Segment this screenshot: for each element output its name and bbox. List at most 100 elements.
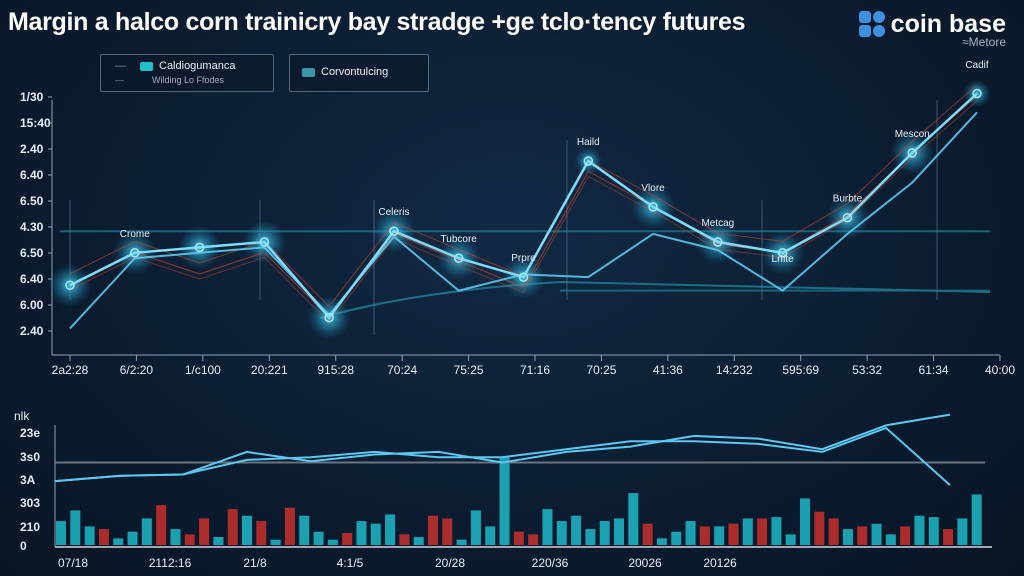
- data-point: [324, 312, 334, 323]
- volume-bar: [184, 534, 195, 545]
- volume-bar: [342, 533, 353, 545]
- volume-bar: [642, 523, 653, 545]
- point-annotation: Lrfite: [772, 254, 795, 265]
- y-tick-label: 6.40: [20, 168, 44, 182]
- volume-bar: [256, 521, 267, 545]
- point-annotation: Prpre: [511, 253, 536, 264]
- volume-bar: [771, 517, 782, 545]
- x-tick-label: 41:36: [653, 363, 683, 377]
- volume-bar: [628, 493, 639, 545]
- volume-bar: [671, 531, 682, 545]
- data-point: [777, 248, 788, 258]
- x-tick-label: 61:34: [919, 363, 949, 377]
- volume-bar: [757, 518, 768, 545]
- data-point: [194, 242, 205, 253]
- y-tick-label: 6.00: [20, 298, 44, 312]
- volume-bar: [528, 534, 539, 545]
- legend-label: Wilding Lo Ffodes: [152, 75, 225, 85]
- point-annotation: Celeris: [378, 207, 409, 218]
- data-point: [130, 248, 140, 258]
- y-tick-label: 3s0: [20, 450, 40, 464]
- x-tick-label: 915:28: [317, 363, 354, 377]
- volume-bar: [370, 523, 381, 545]
- volume-bar: [871, 523, 882, 545]
- x-tick-label: 2a2:28: [52, 363, 89, 377]
- volume-bar: [356, 521, 367, 545]
- legend-item-2: — Wilding Lo Ffodes: [115, 75, 225, 85]
- point-annotation: Vlore: [641, 183, 665, 194]
- y-axis-label: nlk: [14, 409, 30, 423]
- series-line-caldiogumanca: [69, 92, 978, 320]
- volume-bar: [685, 521, 696, 545]
- volume-bar: [313, 531, 324, 545]
- volume-bar: [413, 537, 424, 545]
- y-tick-label: 23e: [20, 426, 40, 440]
- legend-item-1: — Caldiogumanca: [115, 60, 236, 72]
- volume-bar: [914, 515, 925, 545]
- volume-bar: [327, 539, 338, 545]
- x-tick-label: 4:1/5: [337, 556, 364, 570]
- legend-label: Corvontulcing: [321, 66, 389, 78]
- volume-bar: [470, 510, 481, 545]
- volume-bar: [900, 526, 911, 545]
- x-tick-label: 20:221: [251, 363, 288, 377]
- point-annotation: Burbte: [833, 194, 863, 205]
- x-tick-label: 20026: [628, 556, 662, 570]
- volume-bar: [585, 529, 596, 545]
- legend-swatch-blue: [302, 67, 315, 77]
- y-tick-label: 1/30: [20, 90, 44, 104]
- volume-bar: [599, 521, 610, 545]
- x-tick-label: 75:25: [454, 363, 484, 377]
- x-tick-label: 07/18: [58, 556, 88, 570]
- y-tick-label: 4.30: [20, 220, 44, 234]
- volume-bar: [571, 515, 582, 545]
- volume-bar: [70, 510, 81, 545]
- volume-bar: [156, 505, 167, 545]
- y-tick-label: 2.40: [20, 142, 44, 156]
- volume-bar: [857, 526, 868, 545]
- volume-bar: [170, 529, 181, 545]
- volume-bar: [199, 518, 210, 545]
- point-annotation: Cadif: [965, 60, 989, 71]
- x-tick-label: 53:32: [852, 363, 882, 377]
- x-tick-label: 70:24: [387, 363, 417, 377]
- volume-bar: [499, 457, 510, 545]
- y-tick-label: 0: [20, 539, 27, 553]
- data-point: [907, 148, 917, 158]
- point-annotation: Tubcore: [441, 234, 478, 245]
- volume-bar: [284, 507, 295, 545]
- x-tick-label: 6/2:20: [120, 363, 154, 377]
- y-tick-label: 6.40: [20, 272, 44, 286]
- volume-bar: [742, 518, 753, 545]
- point-annotation: Mescon: [895, 129, 930, 140]
- coinbase-logo: coin base ≈Metore: [858, 10, 1006, 49]
- volume-bar: [542, 509, 553, 545]
- volume-bar: [456, 539, 467, 545]
- volume-bar: [385, 514, 396, 545]
- y-tick-label: 303: [20, 496, 40, 510]
- y-tick-label: 210: [20, 520, 40, 534]
- legend-box-2: Corvontulcing: [289, 54, 429, 92]
- data-point: [583, 156, 594, 166]
- legend-label: Caldiogumanca: [159, 60, 236, 72]
- volume-bar: [270, 539, 281, 545]
- data-point: [518, 272, 529, 282]
- x-tick-label: 14:232: [716, 363, 753, 377]
- x-tick-label: 70:25: [586, 363, 616, 377]
- data-point: [65, 280, 75, 290]
- volume-bar: [828, 518, 839, 545]
- volume-bar: [127, 531, 138, 545]
- volume-bar: [556, 521, 567, 545]
- volume-bar: [442, 518, 453, 545]
- x-tick-label: 1/c100: [185, 363, 221, 377]
- x-tick-label: 20/28: [435, 556, 465, 570]
- y-tick-label: 2.40: [20, 324, 44, 338]
- trend-line-lower: [54, 426, 951, 486]
- point-annotation: Metcag: [701, 218, 734, 229]
- x-tick-label: 2112:16: [149, 556, 192, 570]
- volume-bar: [800, 498, 811, 545]
- y-tick-label: 6.50: [20, 194, 44, 208]
- y-tick-label: 3A: [20, 473, 36, 487]
- data-point: [972, 88, 982, 99]
